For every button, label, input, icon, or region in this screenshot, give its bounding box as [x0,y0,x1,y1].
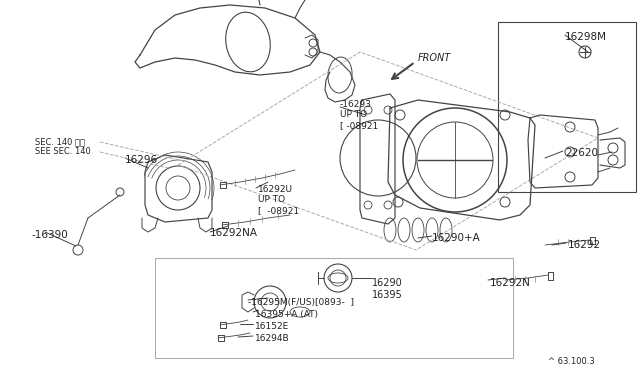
Text: 16292: 16292 [568,240,601,250]
Text: 16395+A (AT): 16395+A (AT) [255,310,318,319]
Bar [155,258,513,358]
Text: 16296: 16296 [125,155,158,165]
Text: 22620: 22620 [565,148,598,158]
Text: 16292U
UP TO
[  -08921: 16292U UP TO [ -08921 [258,185,299,215]
Text: -16390: -16390 [32,230,68,240]
Text: SEC. 140 参照
SEE SEC. 140: SEC. 140 参照 SEE SEC. 140 [35,137,91,156]
Text: 16298M: 16298M [565,32,607,42]
Text: -16295M(F/US)[0893-  ]: -16295M(F/US)[0893- ] [248,298,354,307]
Text: 16152E: 16152E [255,322,289,331]
Bar [498,22,636,192]
Text: 16292N: 16292N [490,278,531,288]
Text: 16294B: 16294B [255,334,290,343]
Text: ^ 63.100.3: ^ 63.100.3 [548,357,595,366]
Text: 16292NA: 16292NA [210,228,258,238]
Text: 16290
16395: 16290 16395 [372,278,403,299]
Text: -16293
UP TO
[ -08921: -16293 UP TO [ -08921 [340,100,378,130]
Text: FRONT: FRONT [418,53,451,63]
Text: 16290+A: 16290+A [432,233,481,243]
Bar [155,258,513,358]
